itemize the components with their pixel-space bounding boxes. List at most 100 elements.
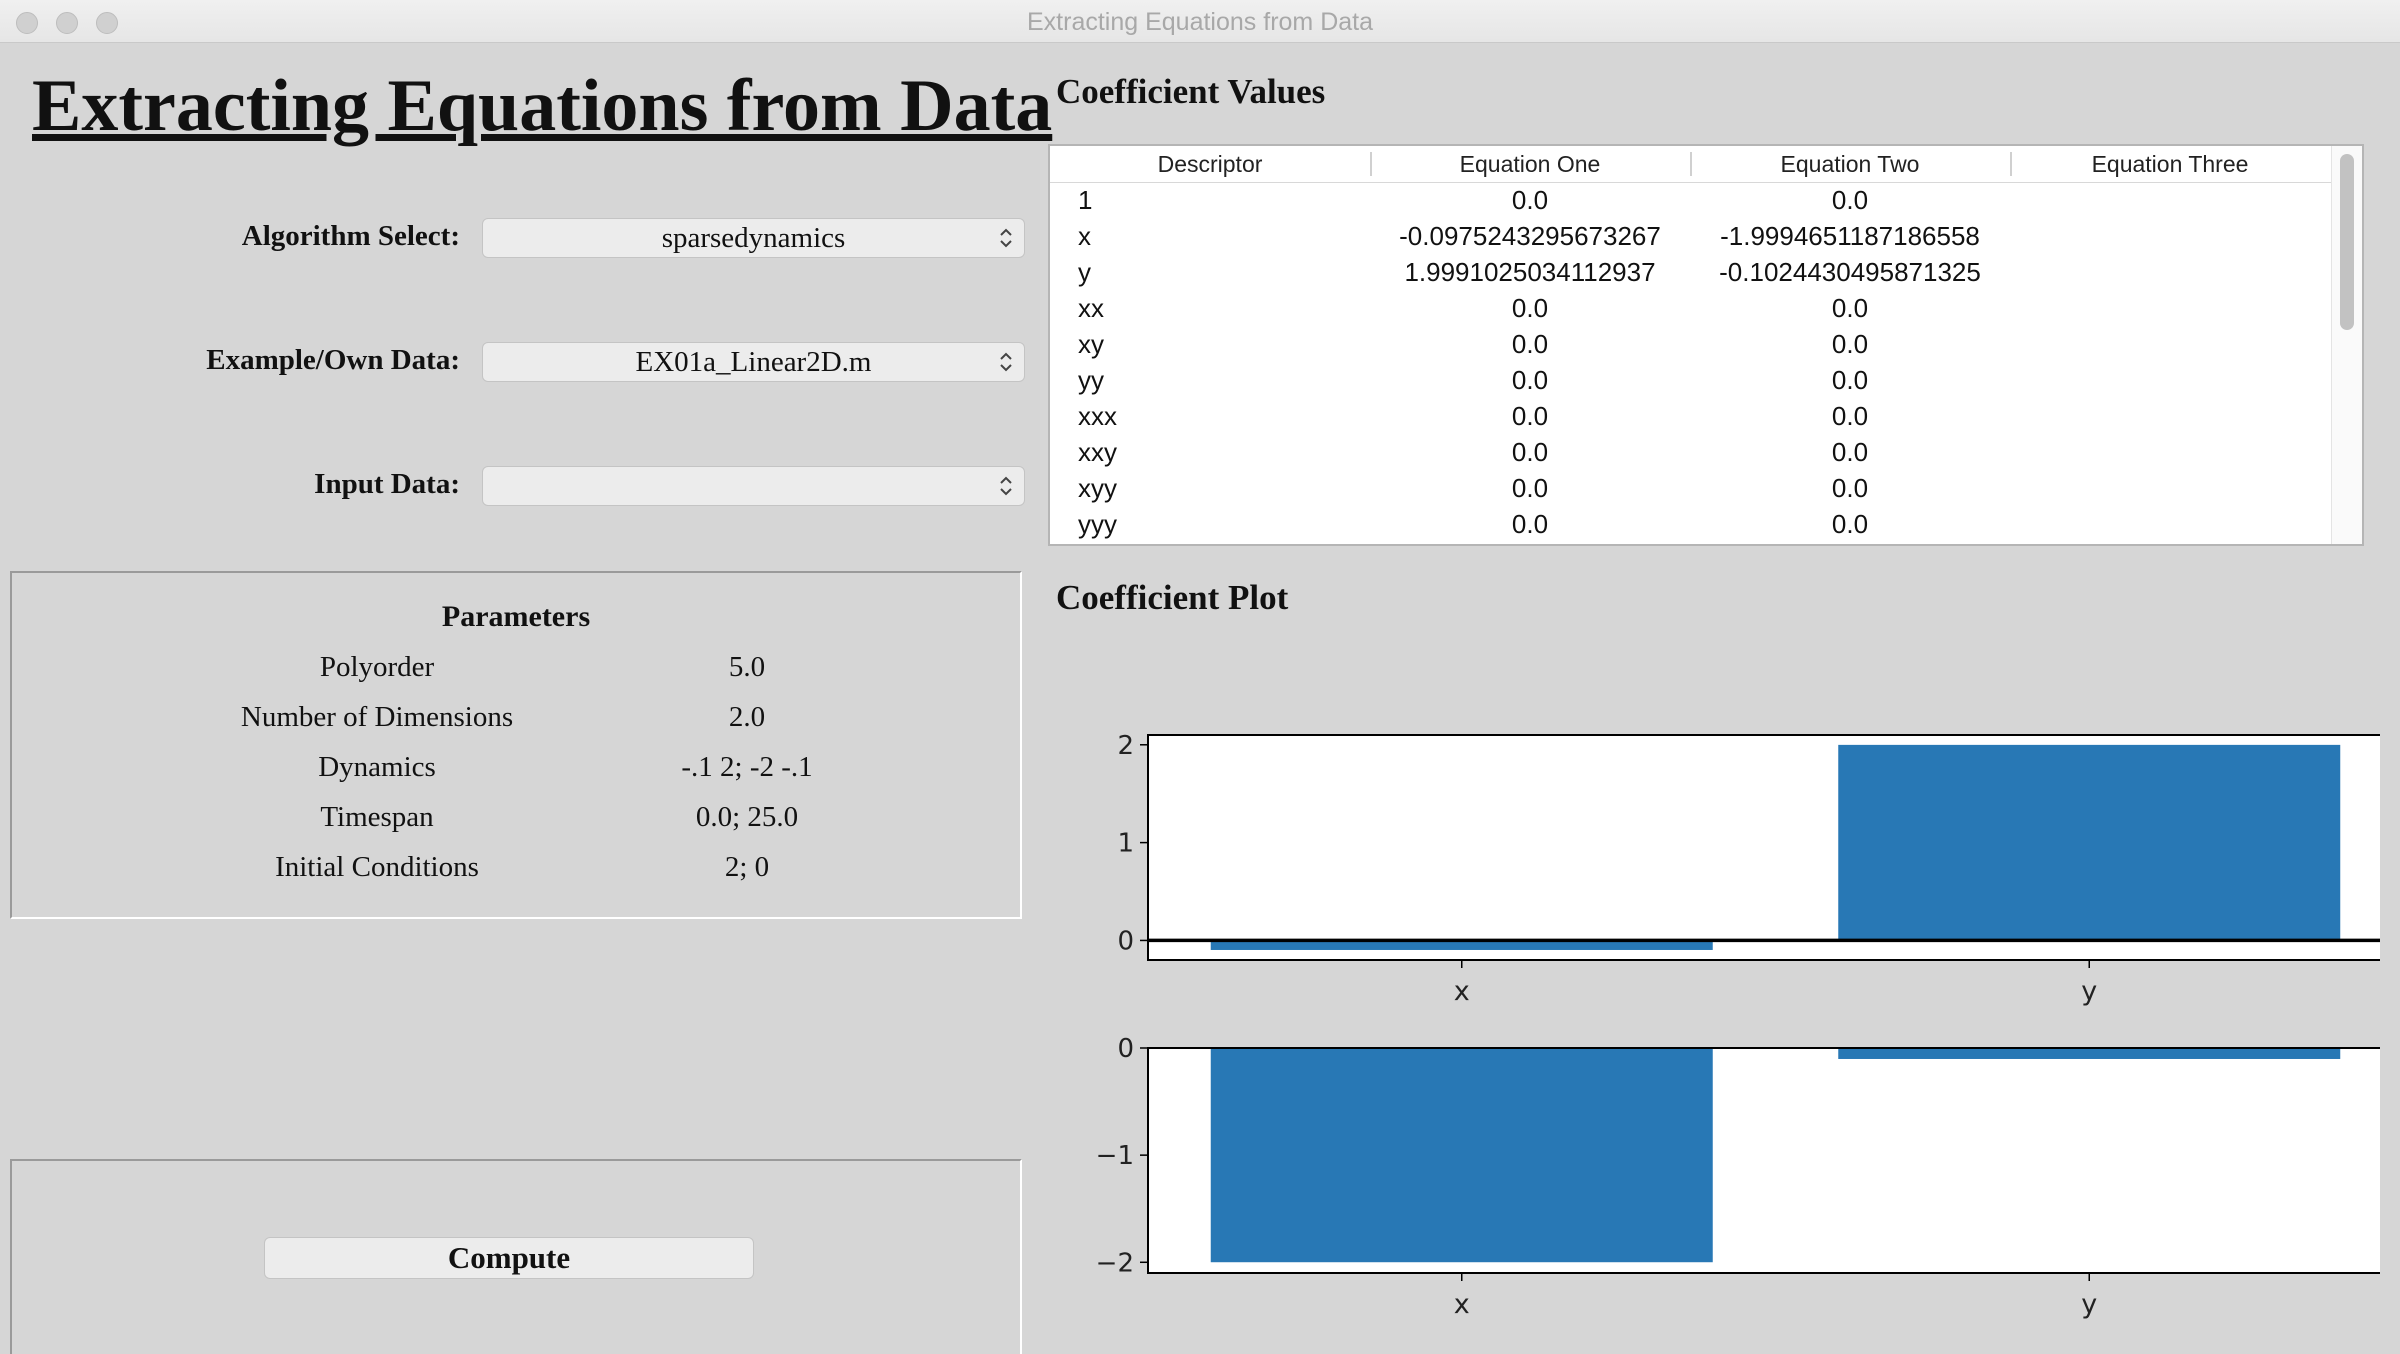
column-header-descriptor[interactable]: Descriptor xyxy=(1157,151,1263,177)
scrollbar-thumb[interactable] xyxy=(2340,154,2354,330)
table-row[interactable]: xxy 0.0 0.0 xyxy=(1050,434,2332,470)
parameter-value: 5.0 xyxy=(728,651,766,683)
select-chevron-icon xyxy=(1000,476,1012,496)
cell-equation-one: 1.9991025034112937 xyxy=(1404,257,1656,287)
parameter-row: Polyorder 5.0 xyxy=(12,651,1020,691)
cell-equation-one: 0.0 xyxy=(1511,365,1549,395)
bar-y-2 xyxy=(1838,1048,2341,1059)
bar-x-2 xyxy=(1210,1048,1713,1263)
parameter-row: Dynamics -.1 2; -2 -.1 xyxy=(12,751,1020,791)
cell-equation-two: -0.1024430495871325 xyxy=(1719,257,1981,287)
column-header-equation-two[interactable]: Equation Two xyxy=(1780,151,1920,177)
cell-equation-two: -1.9994651187186558 xyxy=(1720,221,1980,251)
plot-frame-2 xyxy=(1147,1047,2380,1274)
compute-button[interactable]: Compute xyxy=(264,1237,754,1279)
cell-equation-three xyxy=(2010,326,2330,362)
table-scrollbar[interactable] xyxy=(2331,146,2362,544)
cell-equation-two: 0.0 xyxy=(1831,401,1869,431)
cell-descriptor: xxx xyxy=(1078,401,1117,431)
cell-descriptor: xy xyxy=(1078,329,1104,359)
input-data-label: Input Data: xyxy=(314,468,460,500)
example-data-value: EX01a_Linear2D.m xyxy=(635,345,872,378)
bar-y-1 xyxy=(1838,744,2341,941)
cell-equation-two: 0.0 xyxy=(1831,185,1869,215)
coefficient-values-title: Coefficient Values xyxy=(1056,72,1326,111)
plot-frame-1 xyxy=(1147,734,2380,961)
cell-descriptor: y xyxy=(1078,257,1091,287)
minimize-window-icon[interactable] xyxy=(56,12,78,34)
cell-equation-three xyxy=(2010,290,2330,326)
y-tick-label: −1 xyxy=(1096,1141,1134,1171)
bar-x-1 xyxy=(1210,940,1713,950)
cell-equation-one: -0.0975243295673267 xyxy=(1399,221,1661,251)
column-header-equation-one[interactable]: Equation One xyxy=(1459,151,1601,177)
parameter-row: Number of Dimensions 2.0 xyxy=(12,701,1020,741)
cell-equation-two: 0.0 xyxy=(1831,473,1869,503)
column-divider[interactable] xyxy=(1370,152,1372,176)
parameter-name: Timespan xyxy=(320,801,434,833)
cell-equation-three xyxy=(2010,218,2330,254)
x-tick-label: x xyxy=(1454,1289,1470,1320)
cell-descriptor: xx xyxy=(1078,293,1104,323)
cell-equation-three xyxy=(2010,254,2330,290)
table-row[interactable]: xy 0.0 0.0 xyxy=(1050,326,2332,362)
cell-descriptor: yyy xyxy=(1078,509,1117,539)
cell-equation-three xyxy=(2010,434,2330,470)
compute-panel: Compute xyxy=(10,1159,1022,1354)
column-header-equation-three[interactable]: Equation Three xyxy=(2091,151,2249,177)
cell-equation-three xyxy=(2010,182,2330,218)
cell-descriptor: xyy xyxy=(1078,473,1117,503)
table-header: Descriptor Equation One Equation Two Equ… xyxy=(1050,146,2332,183)
x-tick-label: x xyxy=(1454,976,1470,1007)
cell-equation-three xyxy=(2010,398,2330,434)
parameter-value: -.1 2; -2 -.1 xyxy=(681,751,813,783)
table-row[interactable]: yy 0.0 0.0 xyxy=(1050,362,2332,398)
table-row[interactable]: 1 0.0 0.0 xyxy=(1050,182,2332,218)
coefficient-table[interactable]: Descriptor Equation One Equation Two Equ… xyxy=(1048,144,2364,546)
y-tick-label: 2 xyxy=(1117,731,1134,761)
algorithm-select-value: sparsedynamics xyxy=(661,221,846,254)
algorithm-select-label: Algorithm Select: xyxy=(241,220,460,252)
cell-equation-two: 0.0 xyxy=(1831,365,1869,395)
zoom-window-icon[interactable] xyxy=(96,12,118,34)
table-row[interactable]: xyy 0.0 0.0 xyxy=(1050,470,2332,506)
table-row[interactable]: y 1.9991025034112937 -0.1024430495871325 xyxy=(1050,254,2332,290)
table-row[interactable]: xx 0.0 0.0 xyxy=(1050,290,2332,326)
cell-equation-one: 0.0 xyxy=(1511,293,1549,323)
table-row[interactable]: x -0.0975243295673267 -1.999465118718655… xyxy=(1050,218,2332,254)
cell-equation-one: 0.0 xyxy=(1511,185,1549,215)
cell-equation-one: 0.0 xyxy=(1511,401,1549,431)
coefficient-plot-title: Coefficient Plot xyxy=(1056,578,1289,617)
input-data-select[interactable] xyxy=(482,466,1025,506)
cell-equation-one: 0.0 xyxy=(1511,473,1549,503)
column-divider[interactable] xyxy=(1690,152,1692,176)
cell-equation-one: 0.0 xyxy=(1511,329,1549,359)
parameter-value: 2.0 xyxy=(728,701,766,733)
window-titlebar: Extracting Equations from Data xyxy=(0,0,2400,43)
app-title: Extracting Equations from Data xyxy=(32,65,1053,147)
x-tick-label: y xyxy=(2081,1289,2097,1320)
parameter-name: Polyorder xyxy=(319,651,435,683)
cell-equation-three xyxy=(2010,362,2330,398)
parameter-name: Dynamics xyxy=(318,751,436,783)
parameter-name: Initial Conditions xyxy=(275,851,479,883)
x-tick-label: y xyxy=(2081,976,2097,1007)
cell-descriptor: x xyxy=(1078,221,1091,251)
parameter-name: Number of Dimensions xyxy=(240,701,514,733)
example-data-select[interactable]: EX01a_Linear2D.m xyxy=(482,342,1025,382)
cell-descriptor: xxy xyxy=(1078,437,1117,467)
table-row[interactable]: yyy 0.0 0.0 xyxy=(1050,506,2332,542)
coefficient-plot: x y 0 1 2 x y −2 −1 0 xyxy=(1096,731,2380,1320)
select-chevron-icon xyxy=(1000,352,1012,372)
algorithm-select[interactable]: sparsedynamics xyxy=(482,218,1025,258)
column-divider[interactable] xyxy=(2010,152,2012,176)
table-row[interactable]: xxx 0.0 0.0 xyxy=(1050,398,2332,434)
select-chevron-icon xyxy=(1000,228,1012,248)
cell-descriptor: yy xyxy=(1078,365,1104,395)
close-window-icon[interactable] xyxy=(16,12,38,34)
y-tick-label: 0 xyxy=(1117,926,1134,956)
cell-descriptor: 1 xyxy=(1078,185,1093,215)
parameter-row: Timespan 0.0; 25.0 xyxy=(12,801,1020,841)
parameters-title: Parameters xyxy=(441,600,591,633)
parameters-panel: Parameters Polyorder 5.0 Number of Dimen… xyxy=(10,571,1022,919)
